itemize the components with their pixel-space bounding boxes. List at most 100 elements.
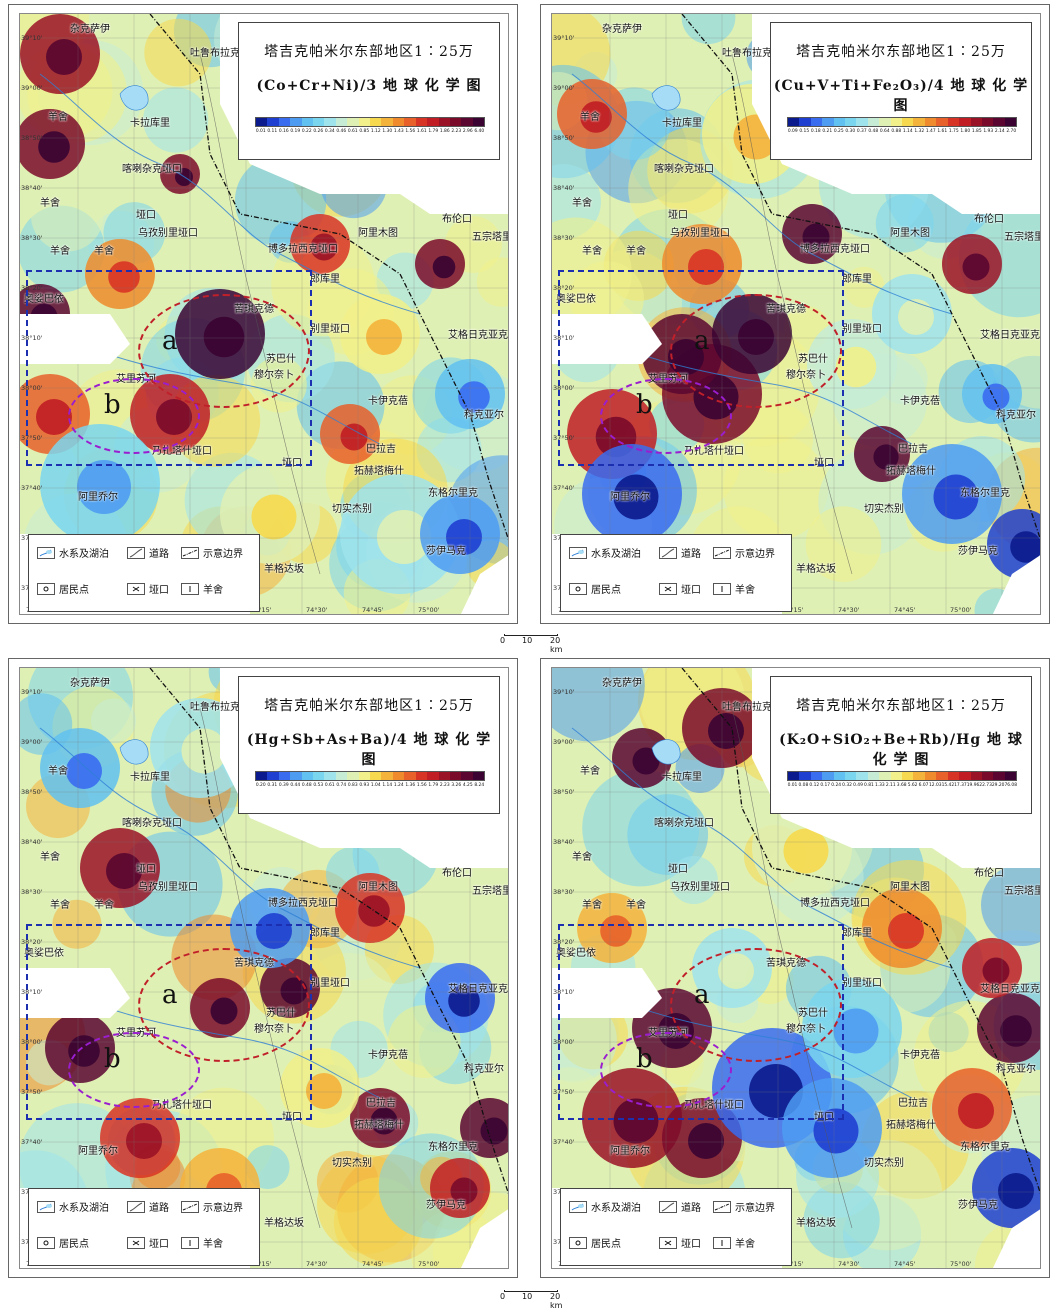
lon-tick: 74°45' xyxy=(362,1260,384,1268)
legend-road: 道路 xyxy=(659,1199,701,1214)
boundary-line xyxy=(149,14,508,541)
colorbar-tick: 0.21 xyxy=(822,129,833,134)
colorbar-tick: 1.85 xyxy=(971,129,982,134)
lat-tick: 39°00' xyxy=(21,84,43,92)
place-label: 杂克萨伊 xyxy=(70,24,110,35)
lon-tick: 74°15' xyxy=(250,606,272,614)
legend-sheepfold-label: 羊舍 xyxy=(735,585,755,596)
place-label: 垭口 xyxy=(136,210,156,221)
legend-pass: 垭口 xyxy=(659,1235,701,1250)
place-label: 五宗塔里 xyxy=(472,232,509,243)
boundary-line xyxy=(149,668,508,1195)
place-label: 东格尔里克 xyxy=(428,488,478,499)
place-label: 羊格达坂 xyxy=(796,564,836,575)
lat-tick: 38°20' xyxy=(21,284,43,292)
lat-tick: 37°50' xyxy=(21,1088,43,1096)
place-label: 卡伊克蓓 xyxy=(368,1050,408,1061)
anomaly-b-ellipse xyxy=(600,1032,732,1108)
anomaly-core xyxy=(998,1173,1034,1209)
place-label: 乃扎塔什垭口 xyxy=(684,446,744,457)
lon-tick: 75°00' xyxy=(950,1260,972,1268)
place-label: 羊舍 xyxy=(626,246,646,257)
lat-tick: 38°30' xyxy=(553,888,575,896)
colorbar-swatch xyxy=(415,118,428,126)
map-title-box: 塔吉克帕米尔东部地区1∶25万 (Cu+V+Ti+Fe₂O₃)/4 地 球 化 … xyxy=(770,22,1032,160)
colorbar-tick: 0.25 xyxy=(833,129,844,134)
lat-tick: 37°40' xyxy=(553,484,575,492)
water-icon xyxy=(37,1200,55,1213)
place-label: 乌孜别里垭口 xyxy=(670,882,730,893)
colorbar-tick: 6.07 xyxy=(918,783,929,788)
place-label: 艾格日克亚克 xyxy=(448,984,508,995)
lat-tick: 38°40' xyxy=(553,184,575,192)
place-label: 卡拉库里 xyxy=(662,118,702,129)
place-label: 羊舍 xyxy=(94,246,114,257)
place-label: 巴拉吉 xyxy=(898,1098,928,1109)
colorbar-swatch xyxy=(381,118,393,126)
place-label: 阿里木图 xyxy=(890,882,930,893)
colorbar-tick: 0.93 xyxy=(359,783,370,788)
unmapped-area xyxy=(20,968,130,1018)
place-label: 切实杰别 xyxy=(332,1158,372,1169)
anomaly-core xyxy=(432,255,456,279)
colorbar-swatch xyxy=(810,118,823,126)
colorbar-tick: 1.56 xyxy=(405,129,416,134)
place-label: 巴拉吉 xyxy=(366,1098,396,1109)
map-frame: 杂克萨伊 吐鲁布拉克 卡拉库里 羊舍 喀喇杂克垭口 羊舍 垭口 乌孜别里垭口 羊舍 羊舍 布伦口 五宗… xyxy=(551,13,1041,615)
colorbar-swatch xyxy=(404,772,416,780)
place-label: 奥娑巴依 xyxy=(24,948,64,959)
map-legend: 水系及湖泊 道路 示意边界 居民点 垭口 羊舍 xyxy=(560,534,792,612)
colorbar-tick: 2.70 xyxy=(1006,129,1017,134)
colorbar-tick: 1.14 xyxy=(382,783,393,788)
colorbar-swatch xyxy=(924,118,937,126)
lon-tick: 74°30' xyxy=(306,1260,328,1268)
colorbar-tick: 1.86 xyxy=(439,129,450,134)
legend-sheepfold-label: 羊舍 xyxy=(203,1239,223,1250)
place-label: 东格尔里克 xyxy=(960,488,1010,499)
place-label: 卡伊克蓓 xyxy=(900,396,940,407)
colorbar-tick: 0.83 xyxy=(347,783,358,788)
place-label: 艾格日克亚克 xyxy=(980,330,1040,341)
colorbar-tick: 0.16 xyxy=(278,129,289,134)
place-label: 羊舍 xyxy=(626,900,646,911)
colorbar-swatch xyxy=(472,118,485,126)
map-legend: 水系及湖泊 道路 示意边界 居民点 垭口 羊舍 xyxy=(28,1188,260,1266)
colorbar-swatch xyxy=(810,772,823,780)
anomaly-core xyxy=(958,1093,994,1129)
contour-blob xyxy=(582,769,700,887)
colorbar-tick: 1.04 xyxy=(370,783,381,788)
legend-pass: 垭口 xyxy=(127,581,169,596)
colorbar-swatch xyxy=(370,772,382,780)
colorbar-swatch xyxy=(278,772,291,780)
place-label: 垭口 xyxy=(814,1112,834,1123)
colorbar-tick: 1.79 xyxy=(428,783,439,788)
contour-blob xyxy=(628,138,729,240)
anomaly-b-label: b xyxy=(104,1044,121,1074)
colorbar-swatch xyxy=(1004,772,1017,780)
lon-tick: 74°30' xyxy=(838,1260,860,1268)
legend-water-label: 水系及湖泊 xyxy=(591,1203,641,1214)
lake xyxy=(119,85,149,111)
place-label: 乌孜别里垭口 xyxy=(138,882,198,893)
place-label: 别里垭口 xyxy=(842,978,882,989)
place-label: 博多拉西克垭口 xyxy=(268,244,338,255)
colorbar-tick: 0.31 xyxy=(267,783,278,788)
contour-blob xyxy=(91,698,136,744)
lat-tick: 38°20' xyxy=(553,284,575,292)
lat-tick: 39°00' xyxy=(21,738,43,746)
colorbar-swatch xyxy=(970,118,982,126)
place-label: 别里垭口 xyxy=(310,324,350,335)
lon-tick: 74°45' xyxy=(894,1260,916,1268)
unmapped-area xyxy=(552,314,662,364)
place-label: 拓赫塔梅什 xyxy=(354,1120,404,1131)
scale-bar-top: 0 10 20 km xyxy=(500,632,570,654)
colorbar-swatch xyxy=(856,772,868,780)
border-icon xyxy=(713,546,731,559)
anomaly-core xyxy=(688,1123,724,1159)
colorbar-swatch xyxy=(335,118,348,126)
unmapped-area xyxy=(460,1209,508,1268)
colorbar-tick: 0.01 xyxy=(255,129,266,134)
map-subtitle: (Hg+Sb+As+Ba)/4 地 球 化 学 图 xyxy=(246,732,492,768)
contour-blob xyxy=(30,178,104,252)
pass-icon xyxy=(127,582,145,595)
